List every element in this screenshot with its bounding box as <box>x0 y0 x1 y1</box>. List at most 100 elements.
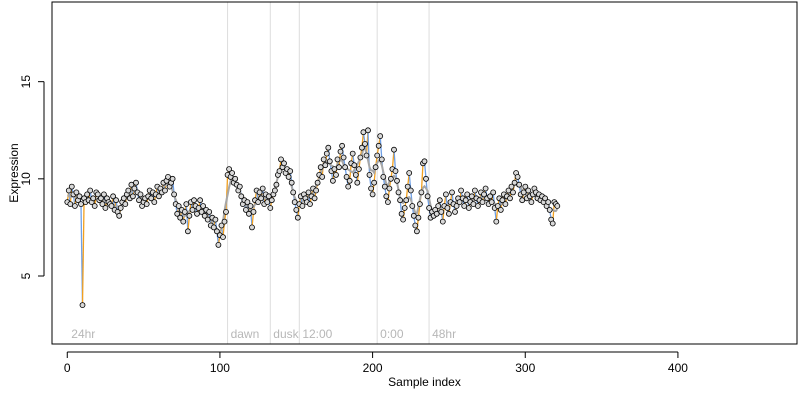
data-point <box>336 164 342 171</box>
data-point <box>511 179 518 186</box>
data-point <box>452 208 458 215</box>
data-point <box>249 224 255 231</box>
data-point <box>468 193 475 200</box>
data-point <box>273 181 280 188</box>
data-point <box>375 142 382 149</box>
x-tick-label: 0 <box>64 361 71 375</box>
y-tick-label: 5 <box>19 272 33 279</box>
down-segment <box>379 136 383 160</box>
data-point <box>181 208 188 215</box>
data-point <box>371 179 378 186</box>
data-point <box>351 162 358 169</box>
data-point <box>232 175 239 182</box>
data-point <box>210 224 217 231</box>
data-point <box>487 193 494 200</box>
data-point <box>514 173 521 180</box>
data-point <box>394 177 400 184</box>
data-point <box>362 140 368 147</box>
data-point <box>255 199 262 206</box>
data-point <box>256 189 263 196</box>
data-point <box>290 189 297 196</box>
up-segment <box>81 198 85 306</box>
data-point <box>258 195 265 202</box>
data-point <box>415 214 422 221</box>
data-point <box>435 203 442 209</box>
data-point <box>482 185 489 192</box>
data-point <box>322 162 329 169</box>
data-point <box>99 201 106 208</box>
data-point <box>386 185 393 192</box>
data-point <box>191 197 197 204</box>
data-point <box>143 201 150 208</box>
data-point <box>238 193 245 200</box>
data-point <box>314 179 321 186</box>
data-point <box>294 214 301 221</box>
data-point <box>110 193 116 200</box>
data-point <box>171 191 178 198</box>
data-point <box>220 234 226 241</box>
data-point <box>444 205 451 211</box>
data-point <box>342 164 349 171</box>
data-point <box>267 205 274 211</box>
data-point <box>439 218 446 225</box>
data-point <box>175 203 182 209</box>
data-point <box>276 168 283 175</box>
data-point <box>79 302 86 309</box>
down-segment <box>393 149 397 172</box>
data-point <box>374 152 381 159</box>
data-point <box>400 216 407 223</box>
data-point <box>358 144 365 151</box>
data-point <box>510 189 516 196</box>
data-point <box>387 175 394 182</box>
data-points <box>64 127 561 309</box>
data-point <box>481 191 487 198</box>
data-point <box>285 173 292 180</box>
data-point <box>490 189 497 196</box>
data-point <box>113 197 119 204</box>
data-point <box>313 187 320 194</box>
data-point <box>404 183 411 190</box>
annotation-labels: 24hr dawn dusk 12:00 0:00 48hr <box>71 327 456 341</box>
data-point <box>418 189 425 196</box>
data-point <box>401 205 408 211</box>
data-point <box>311 195 318 202</box>
data-point <box>333 171 339 178</box>
data-point <box>554 203 561 209</box>
data-point <box>137 191 144 198</box>
annotation-label: dawn <box>231 327 260 341</box>
data-point <box>162 187 168 194</box>
data-point <box>271 187 278 194</box>
data-point <box>522 183 529 190</box>
data-point <box>206 208 213 215</box>
data-point <box>197 197 204 204</box>
data-point <box>229 170 236 176</box>
data-point <box>499 197 506 204</box>
data-point <box>416 201 423 208</box>
annotation-label: 12:00 <box>302 327 332 341</box>
down-segment <box>408 172 412 191</box>
data-point <box>365 127 371 134</box>
x-tick-label: 200 <box>363 361 383 375</box>
data-point <box>128 181 135 188</box>
data-point <box>516 181 523 188</box>
y-axis-label: Expression <box>7 143 21 202</box>
data-point <box>120 195 127 202</box>
data-point <box>122 201 129 208</box>
series-segments <box>66 130 558 306</box>
data-point <box>169 175 176 182</box>
data-point <box>131 185 138 192</box>
data-point <box>117 205 124 211</box>
data-point <box>200 203 207 209</box>
data-point <box>102 205 109 211</box>
data-point <box>293 206 300 213</box>
data-point <box>242 206 249 213</box>
data-point <box>215 241 222 248</box>
data-point <box>465 205 472 211</box>
data-point <box>151 199 158 206</box>
data-point <box>319 173 326 180</box>
data-point <box>368 185 375 192</box>
data-point <box>268 197 275 204</box>
data-point <box>129 193 136 200</box>
data-point <box>189 206 196 213</box>
data-point <box>287 168 294 175</box>
